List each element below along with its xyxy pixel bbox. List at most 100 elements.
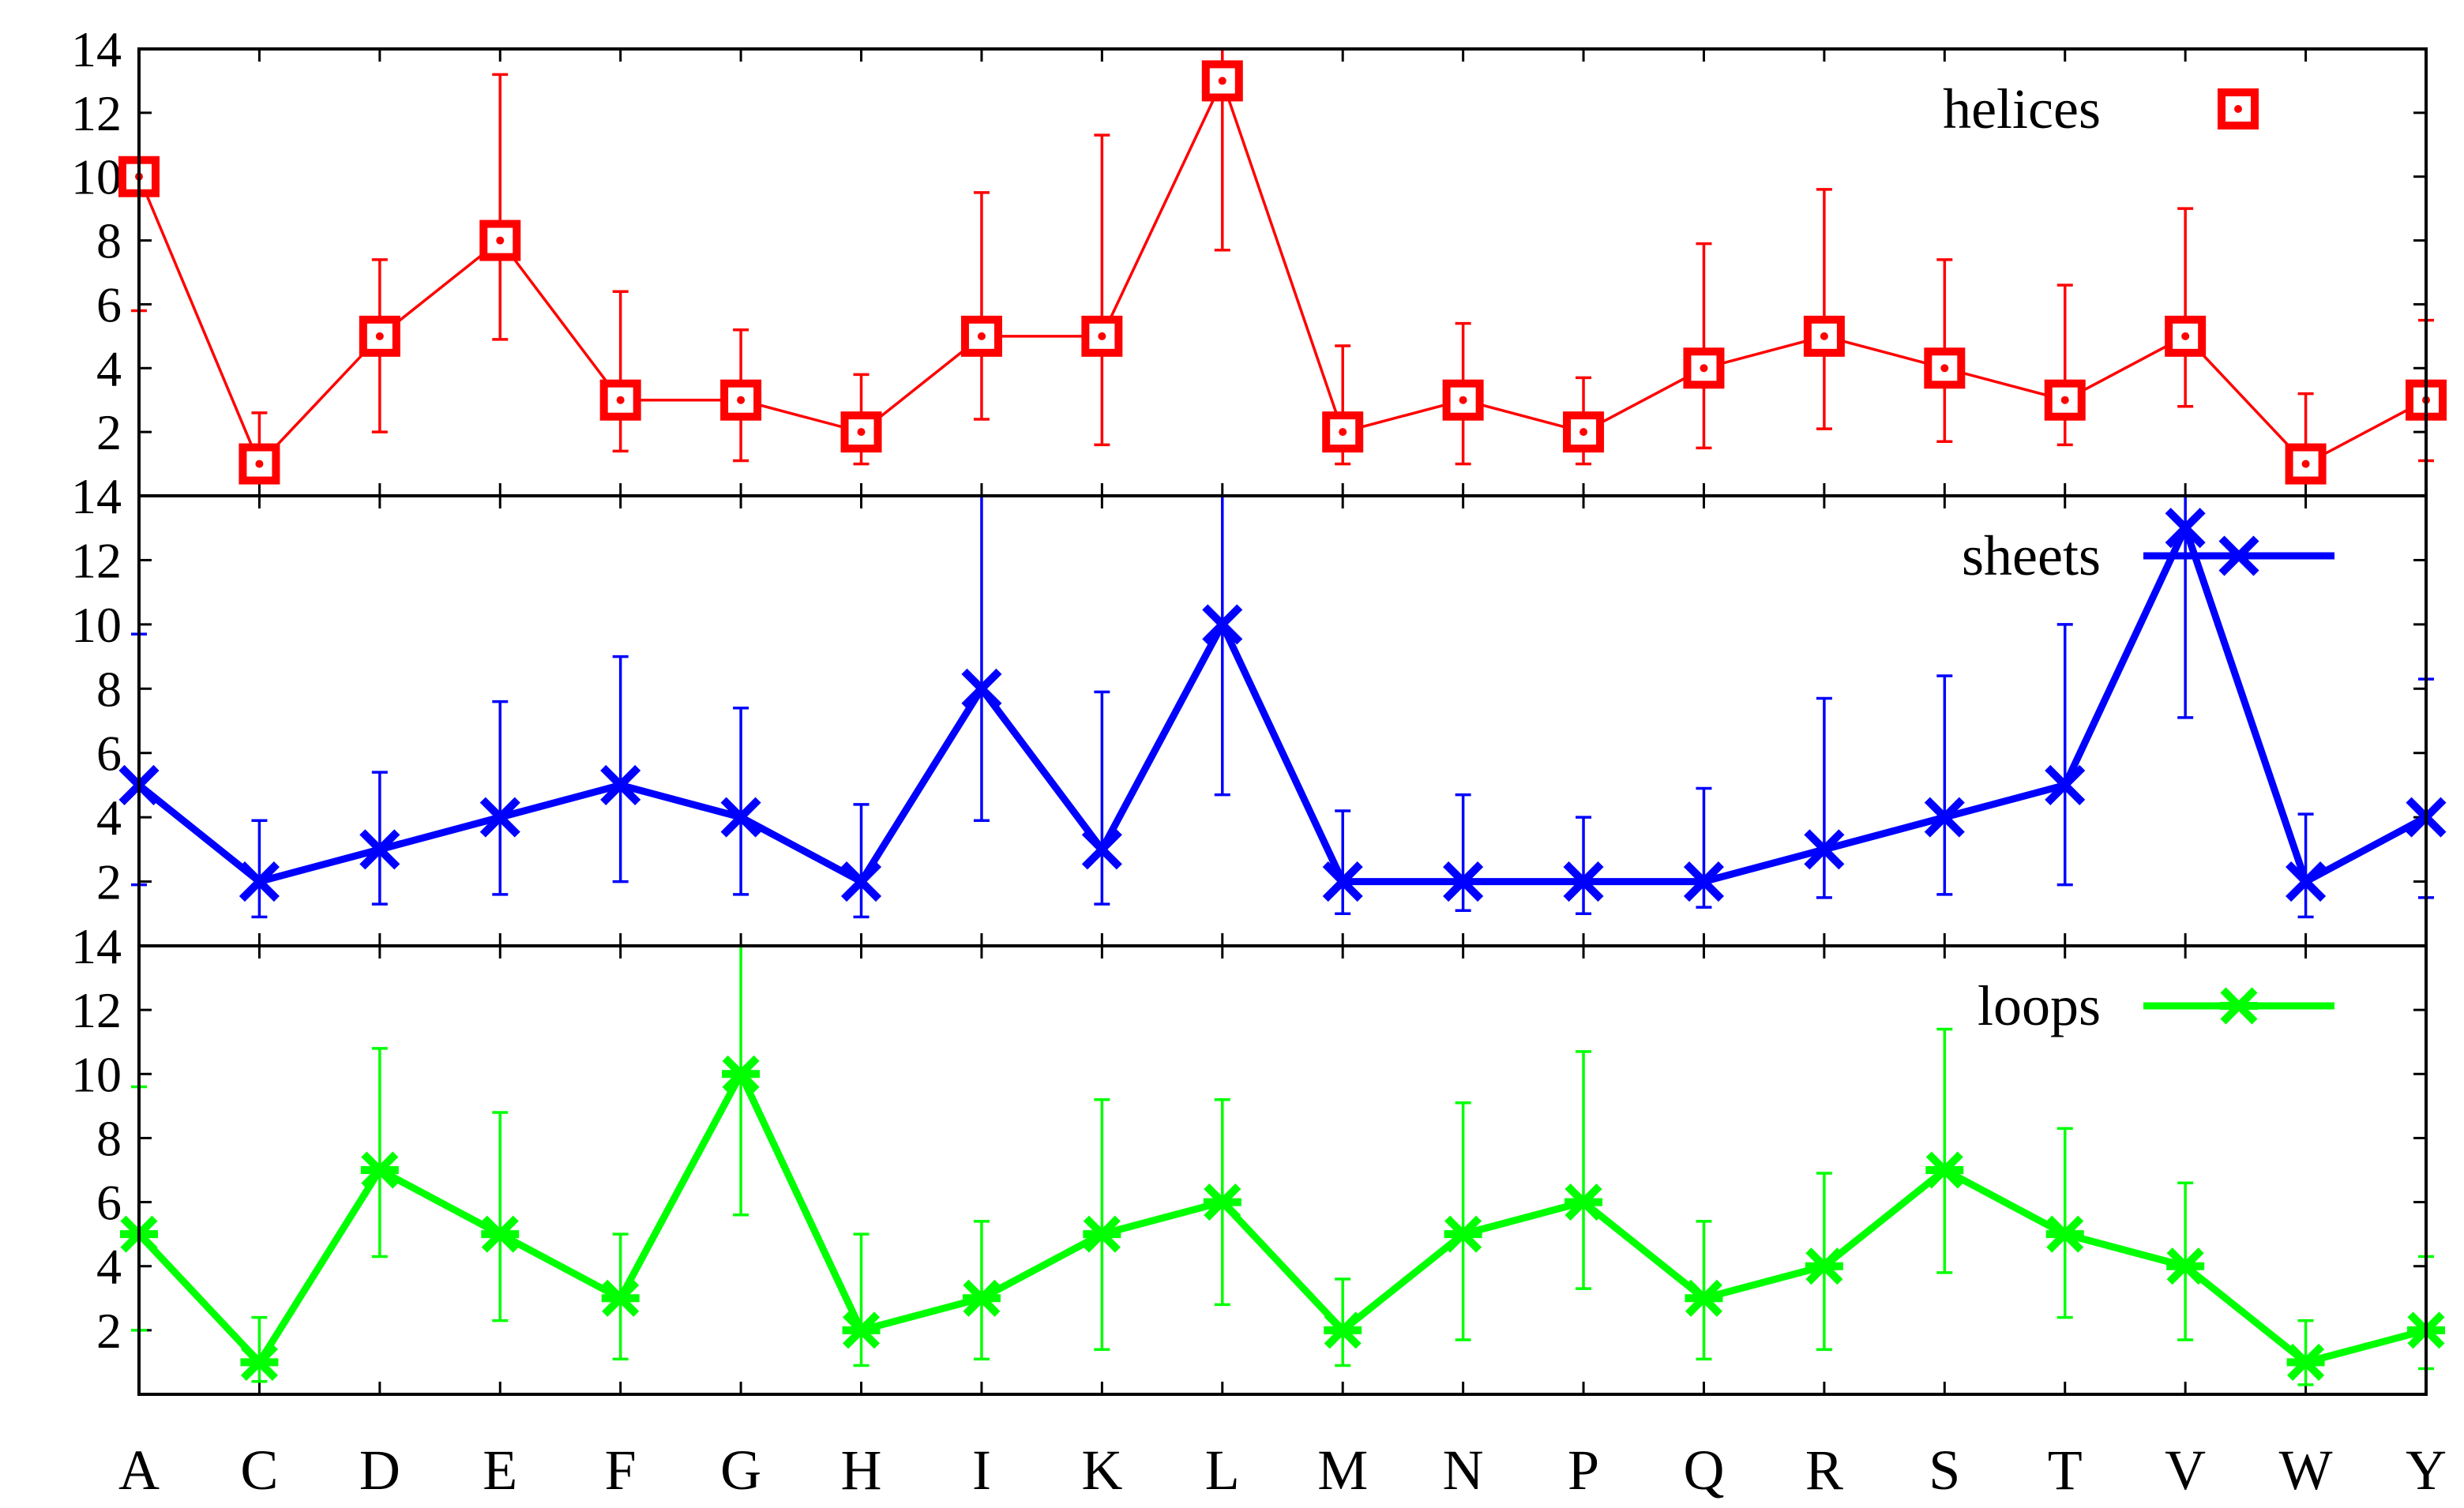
helices-point-K	[1081, 315, 1123, 357]
x-label-D: D	[359, 1439, 400, 1502]
x-label-N: N	[1443, 1439, 1484, 1502]
x-label-Y: Y	[2406, 1439, 2447, 1502]
helices-errorbar-V	[2177, 207, 2194, 408]
loops-errorbar-D	[371, 1047, 388, 1259]
loops-point-E	[481, 1215, 520, 1253]
loops-errorbar-C	[251, 1315, 268, 1383]
helices-errorbar-T	[2056, 283, 2073, 447]
sheets-point-E	[479, 797, 520, 838]
sheets-point-H	[840, 861, 882, 902]
loops-ytick-label: 10	[71, 1046, 122, 1102]
helices-point-Q	[1683, 347, 1725, 389]
helices-point-W	[2285, 443, 2327, 485]
x-label-H: H	[841, 1439, 882, 1502]
sheets-errorbar-I	[973, 496, 990, 822]
x-label-K: K	[1081, 1439, 1122, 1502]
sheets-ytick-label: 14	[71, 468, 122, 524]
loops-point-C	[240, 1343, 279, 1381]
loops-line	[136, 1066, 2428, 1368]
sheets-point-S	[1924, 797, 1965, 838]
loops-errorbar-H	[853, 1232, 870, 1367]
sheets-errorbar-Q	[1696, 786, 1712, 909]
loops-point-H	[842, 1311, 881, 1349]
sheets-errorbar-N	[1455, 793, 1471, 912]
helices-errorbar-Q	[1696, 242, 1712, 450]
helices-point-F	[599, 379, 641, 421]
loops-point-F	[601, 1279, 640, 1317]
loops-ytick-label: 14	[71, 918, 122, 974]
panel-helices: 2 4 6 8 10 12 14 helices	[71, 21, 2447, 497]
sheets-series	[118, 496, 2447, 919]
helices-ytick-label: 14	[71, 21, 122, 77]
loops-errorbar-N	[1455, 1101, 1471, 1341]
x-label-L: L	[1205, 1439, 1240, 1502]
sheets-ytick-label: 2	[96, 854, 122, 910]
loops-errorbar-I	[973, 1220, 990, 1361]
helices-ytick-label: 4	[96, 340, 122, 396]
panel-sheets: 2 4 6 8 10 12 14 sheets	[71, 468, 2447, 947]
sheets-line	[137, 518, 2428, 887]
helices-point-T	[2044, 379, 2086, 421]
sheets-errorbar-H	[853, 803, 870, 919]
sheets-point-R	[1804, 829, 1845, 870]
helices-point-E	[479, 219, 521, 261]
helices-ytick-label: 8	[96, 213, 122, 269]
helices-errorbar-I	[973, 191, 990, 421]
helices-ytick-label: 6	[96, 276, 122, 332]
sheets-point-V	[2165, 508, 2206, 549]
x-label-P: P	[1568, 1439, 1599, 1502]
loops-errorbar-T	[2056, 1127, 2073, 1319]
sheets-errorbar-M	[1335, 809, 1351, 916]
sheets-point-W	[2286, 861, 2327, 902]
loops-errorbar-E	[492, 1111, 509, 1322]
helices-ytick-label: 2	[96, 404, 122, 460]
sheets-ytick-label: 8	[96, 661, 122, 717]
helices-point-S	[1924, 347, 1966, 389]
loops-errorbar-S	[1936, 1027, 1953, 1274]
helices-errorbar-K	[1094, 133, 1110, 447]
sheets-point-P	[1563, 861, 1604, 902]
x-label-F: F	[605, 1439, 637, 1502]
sheets-ytick-label: 10	[71, 597, 122, 653]
sheets-point-F	[600, 764, 641, 805]
loops-point-I	[962, 1279, 1001, 1317]
helices-point-C	[239, 443, 280, 485]
loops-point-R	[1805, 1247, 1843, 1285]
sheets-point-M	[1322, 861, 1363, 902]
panel-loops: 2 4 6 8 10 12 14 loops	[71, 918, 2445, 1396]
loops-series	[120, 946, 2445, 1386]
helices-point-D	[359, 315, 400, 357]
sheets-legend-marker	[2218, 535, 2259, 576]
sheets-point-L	[1202, 604, 1243, 645]
sheets-point-G	[720, 797, 761, 838]
sheets-point-T	[2045, 764, 2086, 805]
x-label-W: W	[2279, 1439, 2333, 1502]
helices-legend-marker	[2218, 88, 2259, 129]
sheets-errorbar-T	[2056, 623, 2073, 887]
helices-errorbar-F	[612, 290, 629, 453]
sheets-point-Q	[1683, 861, 1725, 902]
helices-point-N	[1442, 379, 1484, 421]
sheets-legend-label: sheets	[1962, 524, 2101, 587]
sheets-errorbar-L	[1214, 496, 1230, 797]
loops-ytick-label: 2	[96, 1303, 122, 1359]
loops-point-V	[2166, 1247, 2205, 1285]
loops-point-G	[722, 1055, 761, 1093]
loops-point-N	[1444, 1215, 1482, 1253]
loops-errorbar-M	[1335, 1277, 1351, 1367]
sheets-errorbar-G	[733, 706, 749, 896]
loops-point-K	[1083, 1215, 1121, 1253]
loops-point-T	[2045, 1215, 2084, 1253]
helices-point-I	[960, 315, 1002, 357]
sheets-ytick-label: 4	[96, 790, 122, 846]
loops-ytick-label: 6	[96, 1175, 122, 1231]
helices-legend-label: helices	[1943, 77, 2101, 141]
helices-point-V	[2165, 315, 2207, 357]
sheets-point-D	[359, 829, 400, 870]
sheets-point-C	[239, 861, 280, 902]
helices-errorbar-R	[1816, 188, 1832, 430]
helices-point-L	[1201, 60, 1243, 102]
loops-point-P	[1564, 1184, 1603, 1221]
